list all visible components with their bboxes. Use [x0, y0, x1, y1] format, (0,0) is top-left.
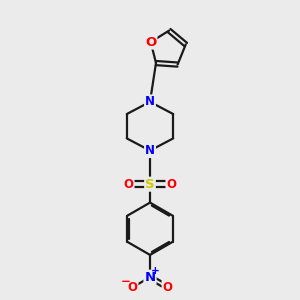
- Text: O: O: [163, 281, 172, 294]
- Text: O: O: [128, 281, 137, 294]
- Text: O: O: [124, 178, 134, 191]
- Text: N: N: [145, 95, 155, 108]
- Text: O: O: [167, 178, 176, 191]
- Text: N: N: [144, 271, 156, 284]
- Text: S: S: [145, 178, 155, 191]
- Text: −: −: [121, 275, 131, 289]
- Text: O: O: [145, 35, 156, 49]
- Text: N: N: [145, 144, 155, 157]
- Text: +: +: [151, 266, 160, 276]
